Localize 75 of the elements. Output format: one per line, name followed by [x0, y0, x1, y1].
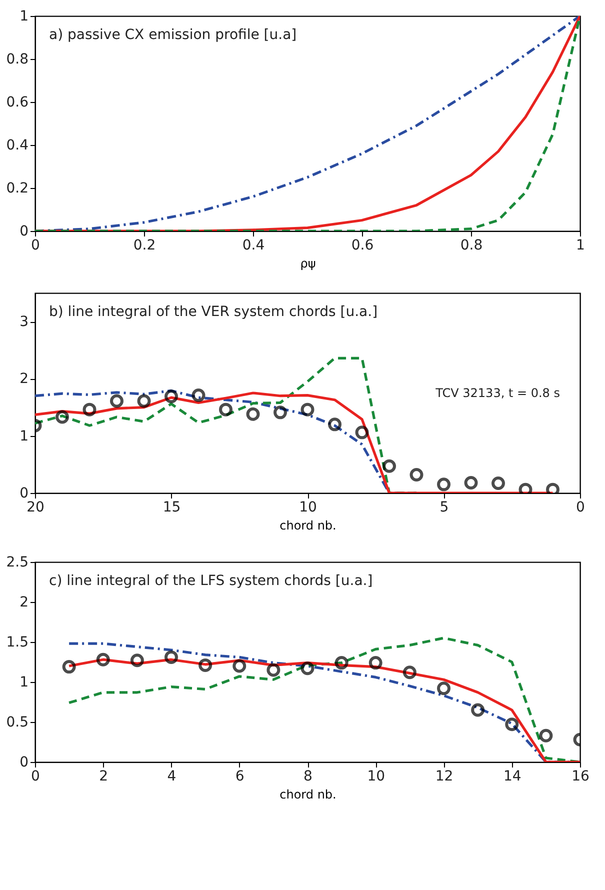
x-tick-label: 0: [31, 768, 40, 784]
point: [219, 402, 232, 416]
point: [96, 652, 110, 666]
point: [505, 718, 519, 732]
x-tick-label: 20: [26, 500, 44, 516]
y-tick-label: 0.8: [6, 52, 28, 68]
y-tick-label: 0.5: [6, 714, 28, 730]
point: [410, 468, 424, 482]
text: a) passive CX emission profile [u.a]: [49, 27, 297, 43]
y-tick-label: 2: [20, 371, 28, 388]
point: [198, 658, 212, 672]
point: [62, 660, 76, 674]
y-tick-label: 3: [20, 314, 28, 330]
y-tick-label: 1: [20, 428, 28, 444]
y-tick-label: 2: [20, 594, 28, 610]
text: b) line integral of the VER system chords [u.a.]: [49, 304, 378, 320]
point: [464, 476, 478, 490]
point: [300, 662, 314, 676]
point: [232, 659, 246, 673]
x-tick-label: 0.6: [351, 238, 374, 254]
x-tick-label: 6: [235, 768, 244, 784]
text: c) line integral of the LFS system chords [u.a.]: [49, 573, 373, 589]
point: [437, 478, 450, 492]
x-tick-label: 14: [503, 768, 522, 784]
x-tick-label: 4: [167, 768, 176, 784]
y-tick-label: 0: [20, 754, 28, 770]
point: [539, 728, 553, 742]
x-tick-label: 15: [162, 500, 181, 516]
point: [437, 682, 450, 696]
x-tick-label: 5: [440, 500, 449, 516]
y-tick-label: 0.6: [6, 94, 29, 110]
x-axis-title: chord nb.: [280, 518, 336, 532]
point: [471, 703, 485, 717]
point: [192, 388, 206, 402]
x-tick-label: 0.4: [242, 238, 265, 254]
point: [492, 476, 505, 490]
x-tick-label: 0.2: [133, 238, 156, 254]
point: [110, 394, 124, 408]
x-tick-label: 2: [99, 768, 108, 784]
y-tick-label: 1: [20, 8, 28, 24]
point: [274, 406, 287, 420]
point: [137, 394, 151, 408]
y-tick-label: 1: [20, 674, 28, 690]
x-tick-label: 0: [576, 500, 585, 516]
annotation: TCV 32133, t = 0.8 s: [434, 386, 560, 400]
y-tick-label: 2.5: [6, 554, 28, 570]
point: [368, 656, 382, 670]
x-tick-label: 10: [367, 768, 386, 784]
point: [130, 654, 144, 668]
y-tick-label: 0: [20, 224, 28, 240]
x-axis-title: chord nb.: [280, 788, 336, 802]
y-tick-label: 1.5: [6, 634, 28, 650]
point: [266, 663, 280, 677]
x-tick-label: 0: [31, 238, 40, 254]
point: [164, 390, 178, 404]
x-tick-label: 10: [299, 500, 317, 516]
point: [300, 402, 314, 416]
x-tick-label: 0.8: [460, 238, 483, 254]
x-tick-label: 12: [435, 768, 454, 784]
x-tick-label: 8: [304, 768, 312, 784]
x-axis-title: ρψ: [300, 256, 316, 270]
point: [382, 459, 396, 473]
x-tick-label: 16: [572, 768, 590, 784]
y-tick-label: 0.4: [6, 138, 29, 154]
y-tick-label: 0.2: [6, 180, 28, 196]
point: [402, 666, 416, 680]
x-tick-label: 1: [576, 238, 585, 254]
point: [56, 410, 69, 424]
point: [334, 656, 348, 670]
point: [355, 426, 369, 440]
point: [246, 407, 260, 421]
y-tick-label: 0: [20, 486, 28, 502]
point: [82, 402, 96, 416]
point: [328, 418, 342, 432]
point: [164, 650, 178, 664]
